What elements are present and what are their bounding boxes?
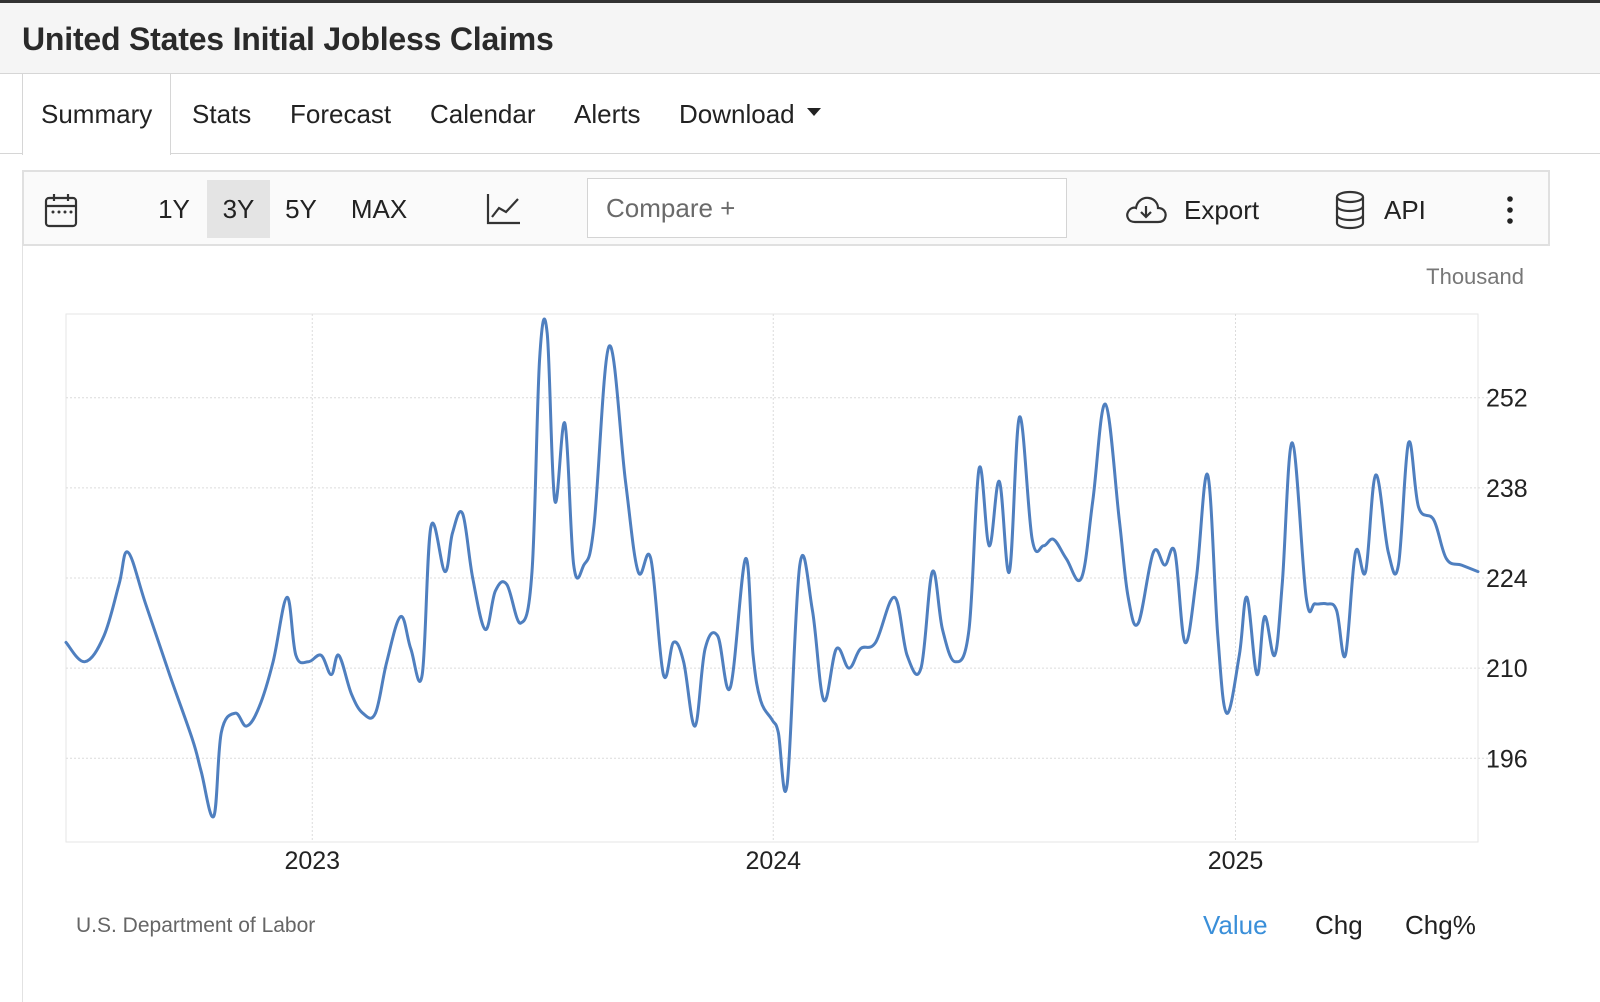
x-tick-label: 2024 <box>745 847 801 875</box>
mode-value-button[interactable]: Value <box>1203 910 1268 940</box>
range-3y-button[interactable]: 3Y <box>207 180 270 238</box>
caret-down-icon <box>806 108 821 117</box>
title-bar: United States Initial Jobless Claims <box>0 0 1600 74</box>
tab-forecast[interactable]: Forecast <box>290 99 392 129</box>
y-tick-label: 238 <box>1486 475 1528 503</box>
api-button[interactable]: API <box>1384 195 1426 225</box>
chart-panel <box>22 170 1550 1002</box>
tab-download[interactable]: Download <box>679 74 821 154</box>
compare-input[interactable] <box>587 178 1067 238</box>
tab-alerts[interactable]: Alerts <box>574 99 641 129</box>
range-1y-button[interactable]: 1Y <box>158 194 190 224</box>
source-label: U.S. Department of Labor <box>76 914 316 937</box>
y-tick-label: 224 <box>1486 565 1528 593</box>
y-tick-label: 252 <box>1486 385 1528 413</box>
x-tick-label: 2023 <box>284 847 340 875</box>
line-chart-icon[interactable] <box>486 192 522 231</box>
x-tick-label: 2025 <box>1208 847 1264 875</box>
cloud-download-icon[interactable] <box>1124 194 1168 231</box>
series-line <box>64 317 1480 819</box>
chart-toolbar: 1Y 3Y 5Y MAX Export API <box>22 170 1550 246</box>
line-chart: 196 210 224 238 252 2023 2024 2025 <box>64 313 1528 875</box>
page-title: United States Initial Jobless Claims <box>22 21 554 57</box>
unit-label: Thousand <box>1426 264 1524 289</box>
y-tick-label: 196 <box>1486 745 1528 773</box>
tab-summary[interactable]: Summary <box>22 74 172 155</box>
tab-stats[interactable]: Stats <box>192 99 252 129</box>
range-max-button[interactable]: MAX <box>350 194 408 224</box>
export-button[interactable]: Export <box>1184 195 1260 225</box>
tab-calendar[interactable]: Calendar <box>430 99 536 129</box>
database-icon[interactable] <box>1334 190 1366 235</box>
tab-download-label: Download <box>679 99 795 129</box>
more-options-icon[interactable] <box>1504 194 1516 231</box>
tab-bar: Summary Stats Forecast Calendar Alerts D… <box>0 74 1600 155</box>
mode-chg-button[interactable]: Chg <box>1315 910 1363 940</box>
y-tick-label: 210 <box>1486 655 1528 683</box>
mode-chg-pct-button[interactable]: Chg% <box>1405 910 1476 940</box>
calendar-icon[interactable] <box>44 192 78 233</box>
range-5y-button[interactable]: 5Y <box>285 194 317 224</box>
